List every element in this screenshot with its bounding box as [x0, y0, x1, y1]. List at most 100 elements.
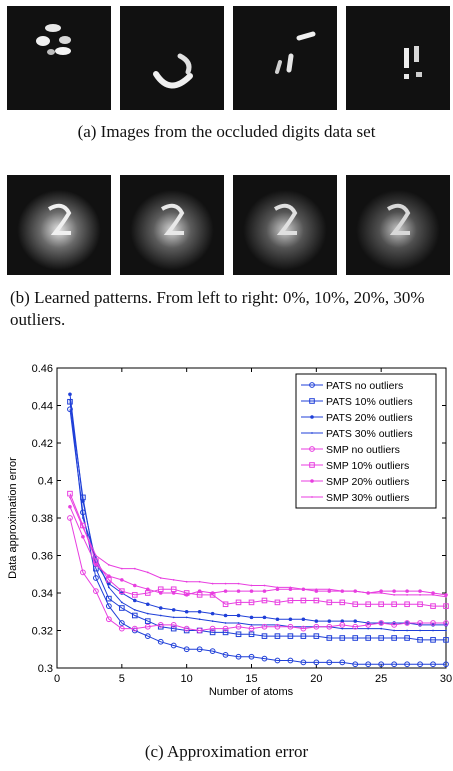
data-point [222, 629, 229, 636]
data-point [275, 617, 280, 622]
data-point [133, 608, 136, 611]
data-point [95, 554, 97, 557]
data-point [133, 583, 137, 588]
data-point [119, 588, 125, 594]
data-point [235, 623, 242, 630]
data-point [418, 589, 422, 593]
legend-entry: SMP 30% outliers [301, 492, 409, 504]
legend-marker [311, 432, 313, 434]
occluded-digits-row [0, 6, 453, 111]
y-tick-label: 0.38 [32, 513, 53, 525]
data-point [418, 623, 422, 627]
data-point [248, 599, 255, 606]
data-point [236, 613, 241, 618]
legend-entry: SMP 10% outliers [301, 460, 409, 472]
data-point [118, 620, 125, 626]
data-point [275, 587, 280, 592]
series-4 [67, 515, 449, 634]
data-point [210, 591, 215, 595]
pattern-20pct [233, 175, 337, 275]
data-point [378, 601, 384, 608]
legend-entry: PATS 10% outliers [301, 396, 413, 408]
y-axis-label: Data approximation error [7, 457, 19, 579]
data-point [119, 605, 125, 611]
occluded-digit-3-image [275, 31, 316, 74]
legend-label: PATS 10% outliers [326, 396, 413, 408]
series-3 [69, 398, 447, 632]
pattern-10pct [120, 175, 224, 275]
data-point [300, 597, 307, 604]
data-point [443, 637, 449, 643]
series-line [69, 497, 447, 598]
data-point [443, 620, 449, 626]
legend-marker [311, 496, 313, 498]
data-point [353, 619, 358, 623]
occluded-digit-1-image [36, 24, 71, 55]
data-point [393, 629, 396, 632]
approximation-error-chart: 0 5 10 15 20 25 30 0.3 0.32 0.34 0.36 0.38 0.4 0.42 0.… [7, 363, 452, 698]
data-point [67, 490, 73, 497]
y-tick-label: 0.32 [32, 626, 53, 638]
occluded-digit-3 [233, 6, 337, 110]
data-point [146, 612, 149, 615]
pattern-30pct-image [346, 175, 450, 275]
pattern-0pct-image [7, 175, 111, 275]
data-point [120, 601, 123, 604]
data-point [185, 580, 188, 583]
data-point [144, 618, 151, 624]
data-point [365, 661, 372, 668]
data-point [287, 597, 294, 604]
legend-entry: PATS no outliers [301, 380, 403, 392]
legend-label: SMP 30% outliers [326, 492, 409, 504]
data-point [391, 601, 397, 608]
data-point [183, 625, 190, 632]
data-point [313, 623, 320, 630]
data-point [158, 591, 163, 595]
y-tick-label: 0.42 [32, 438, 53, 450]
data-point [274, 623, 281, 630]
occluded-digit-4-image [404, 46, 422, 79]
data-point [198, 618, 201, 621]
data-point [391, 621, 398, 628]
data-point [365, 621, 372, 628]
data-point [196, 627, 203, 634]
data-point [133, 567, 136, 570]
data-point [249, 589, 254, 593]
data-point [378, 635, 384, 641]
x-tick-label: 30 [440, 673, 452, 685]
series-line [69, 399, 446, 631]
data-point [404, 661, 411, 668]
data-point [198, 580, 201, 583]
data-point [68, 504, 72, 509]
data-point [69, 398, 71, 401]
data-point [300, 633, 307, 639]
data-point [367, 627, 370, 630]
data-point [313, 633, 320, 639]
data-point [274, 633, 281, 639]
data-point [261, 597, 268, 604]
series-layer [67, 392, 449, 668]
data-point [159, 577, 162, 579]
data-point [365, 635, 371, 641]
data-point [274, 599, 281, 606]
legend-label: SMP 20% outliers [326, 476, 409, 488]
legend-marker [309, 398, 315, 404]
data-point [444, 593, 448, 597]
data-point [392, 589, 396, 593]
data-point [419, 629, 421, 632]
legend-label: SMP no outliers [326, 444, 400, 456]
data-point [184, 593, 189, 597]
data-point [367, 592, 370, 594]
data-point [378, 661, 385, 668]
data-point [302, 588, 305, 591]
data-point [339, 635, 346, 641]
y-tick-label: 0.46 [32, 363, 53, 375]
data-point [250, 584, 253, 587]
data-point [170, 642, 177, 649]
data-point [93, 588, 99, 595]
data-point [326, 623, 333, 630]
data-point [120, 578, 124, 582]
data-point [107, 574, 111, 578]
y-tick-label: 0.34 [32, 588, 53, 600]
data-point [419, 593, 421, 596]
